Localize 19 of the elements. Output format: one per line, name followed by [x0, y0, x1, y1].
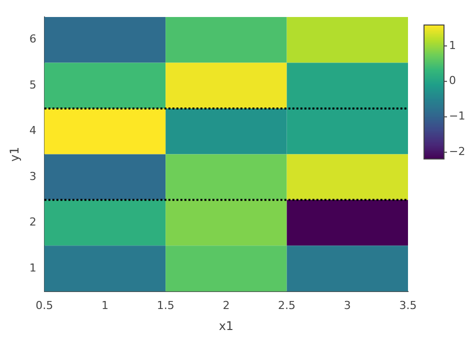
color-bar-label: −1 [449, 110, 466, 123]
x-tick-label: 1.5 [156, 298, 174, 312]
y-tick-label: 5 [29, 78, 36, 92]
x-tick-label: 1 [102, 298, 108, 312]
y-tick-label: 3 [29, 170, 36, 183]
color-bar-label: 0 [449, 74, 456, 88]
y-tick-label: 1 [29, 261, 36, 274]
y-tick-label: 6 [29, 32, 36, 46]
x-axis-title: x1 [218, 318, 234, 333]
x-tick-label: 2.5 [278, 298, 296, 312]
y-tick-label: 4 [29, 124, 36, 138]
color-bar-label: 1 [449, 38, 456, 52]
x-tick-label: 0.5 [36, 298, 54, 312]
x-tick-label: 3.5 [399, 298, 417, 312]
x-tick-label: 2 [222, 298, 230, 312]
color-bar-label: −2 [449, 145, 466, 158]
y-tick-label: 2 [29, 216, 36, 229]
y-axis-title: y1 [7, 146, 22, 162]
x-tick-label: 3 [344, 298, 351, 312]
